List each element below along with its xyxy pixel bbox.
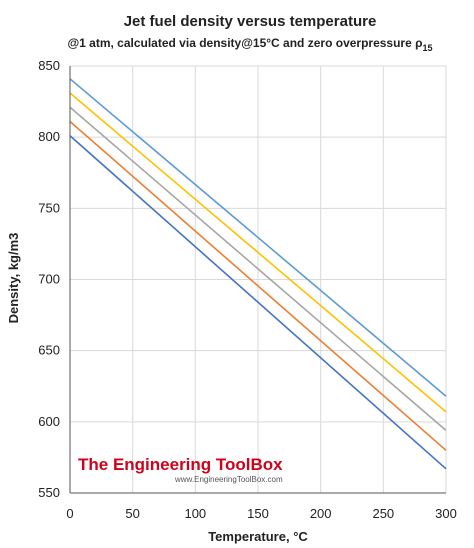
x-tick-label: 300	[435, 506, 457, 521]
y-tick-label: 650	[38, 343, 60, 358]
y-tick-label: 600	[38, 414, 60, 429]
series-line-1	[69, 78, 447, 397]
grid	[69, 65, 447, 494]
watermark-brand: The Engineering ToolBox	[78, 455, 283, 474]
y-axis-label: Density, kg/m3	[6, 233, 21, 324]
y-tick-label: 550	[38, 485, 60, 500]
chart-subtitle: @1 atm, calculated via density@15°C and …	[67, 36, 432, 53]
x-tick-label: 200	[310, 506, 332, 521]
watermark-logo: The Engineering ToolBox www.EngineeringT…	[78, 455, 283, 484]
x-tick-label: 250	[372, 506, 394, 521]
y-tick-label: 700	[38, 272, 60, 287]
chart-subtitle-main: @1 atm, calculated via density@15°C and …	[67, 36, 422, 50]
chart-subtitle-subscript: 15	[423, 43, 433, 53]
watermark-url: www.EngineeringToolBox.com	[174, 475, 283, 484]
chart-title: Jet fuel density versus temperature	[124, 13, 377, 30]
y-tick-label: 800	[38, 129, 60, 144]
axes: 550 600 650 700 750 800 850 0 50 100 150 200 250 300	[38, 58, 457, 521]
x-tick-label: 50	[125, 506, 139, 521]
y-tick-label: 750	[38, 200, 60, 215]
x-axis-label: Temperature, °C	[208, 529, 308, 544]
series-line-3	[69, 106, 447, 431]
series-line-4	[69, 120, 447, 451]
x-tick-label: 150	[247, 506, 269, 521]
series-line-5	[69, 135, 447, 470]
series-line-2	[69, 92, 447, 413]
x-tick-label: 0	[66, 506, 73, 521]
series-lines	[69, 78, 447, 470]
x-tick-label: 100	[184, 506, 206, 521]
y-tick-label: 850	[38, 58, 60, 73]
